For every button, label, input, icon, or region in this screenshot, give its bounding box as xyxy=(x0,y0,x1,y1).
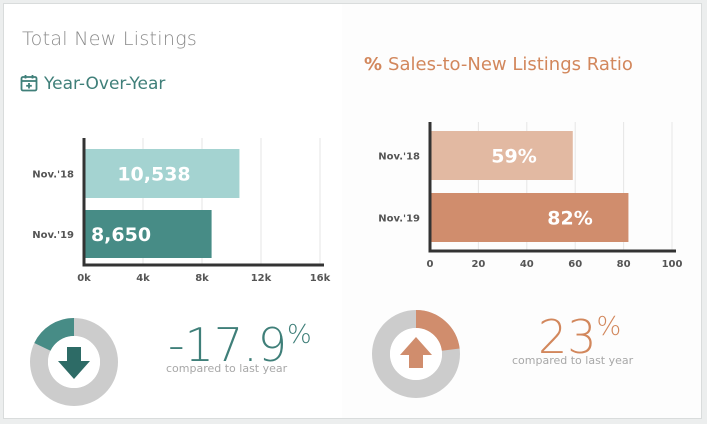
ratio-tick-label: 40 xyxy=(520,259,534,270)
ratio-title: % Sales-to-New Listings Ratio xyxy=(364,54,633,75)
kpi-left-donut-segment xyxy=(34,318,75,352)
ratio-panel: % Sales-to-New Listings Ratio 0 20 40 60 80 10… xyxy=(342,4,701,418)
kpi-left-unit: % xyxy=(287,320,312,350)
kpi-right-value: 23 xyxy=(538,310,597,364)
listings-panel: Total New Listings Year-Over-Year 0k 4k 8k… xyxy=(4,4,342,418)
ratio-title-text: Sales-to-New Listings Ratio xyxy=(388,54,633,75)
ratio-data-label: 59% xyxy=(491,146,536,168)
ratio-donut xyxy=(372,310,460,398)
ratio-tick-label: 80 xyxy=(617,259,631,270)
ratio-tick-label: 60 xyxy=(568,259,582,270)
ratio-category-label: Nov.'19 xyxy=(378,214,420,225)
ratio-category-label: Nov.'18 xyxy=(378,152,420,163)
listings-tick-label: 12k xyxy=(251,273,272,284)
calendar-plus-icon xyxy=(20,74,38,97)
listings-data-label: 10,538 xyxy=(117,164,190,186)
kpi-left-value: -17.9 xyxy=(168,318,288,372)
listings-tick-label: 16k xyxy=(310,273,331,284)
kpi-left-value-wrap: -17.9% xyxy=(168,322,312,368)
ratio-bar xyxy=(430,193,629,242)
ratio-data-label: 82% xyxy=(547,208,592,230)
listings-donut xyxy=(30,318,118,406)
subtitle: Year-Over-Year xyxy=(20,74,165,97)
listings-tick-label: 0k xyxy=(77,273,91,284)
arrow-down-shape xyxy=(58,347,90,379)
listings-category-label: Nov.'19 xyxy=(32,230,74,241)
listings-category-label: Nov.'18 xyxy=(32,170,74,181)
ratio-bar-chart: 0 20 40 60 80 100 Nov.'18 59% Nov.'19 82% xyxy=(378,122,683,270)
card-title: Total New Listings xyxy=(22,28,198,50)
arrow-up-icon xyxy=(400,337,432,368)
subtitle-text: Year-Over-Year xyxy=(44,74,166,94)
kpi-right-donut-segment xyxy=(415,310,460,352)
ratio-tick-label: 0 xyxy=(427,259,434,270)
percent-icon: % xyxy=(364,54,383,75)
ratio-bar xyxy=(430,131,573,180)
listings-data-label: 8,650 xyxy=(91,224,151,246)
listings-bar xyxy=(84,210,212,258)
listings-card: Total New Listings Year-Over-Year 0k 4k 8k… xyxy=(3,3,702,419)
ratio-tick-label: 100 xyxy=(662,259,683,270)
kpi-left-caption: compared to last year xyxy=(166,362,288,375)
listings-tick-label: 8k xyxy=(195,273,209,284)
kpi-right-unit: % xyxy=(596,312,622,342)
kpi-right-caption: compared to last year xyxy=(512,354,634,367)
ratio-tick-label: 20 xyxy=(471,259,485,270)
arrow-down-icon xyxy=(58,347,90,379)
arrow-up-shape xyxy=(400,337,432,368)
listings-tick-label: 4k xyxy=(136,273,150,284)
listings-bar-chart: 0k 4k 8k 12k 16k Nov.'18 10,538 Nov.'19 8,650 xyxy=(32,138,331,284)
listings-bar xyxy=(84,149,240,198)
kpi-right-value-wrap: 23% xyxy=(538,314,621,360)
